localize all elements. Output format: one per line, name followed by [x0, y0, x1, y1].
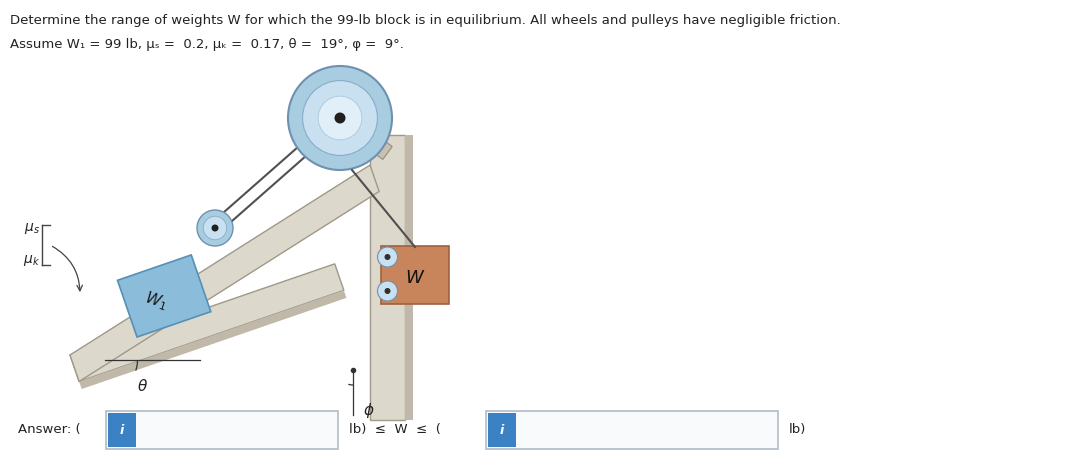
Polygon shape	[405, 135, 413, 420]
Polygon shape	[335, 112, 392, 159]
Text: $\phi$: $\phi$	[363, 401, 374, 419]
Polygon shape	[79, 290, 347, 389]
Text: Answer: (: Answer: (	[18, 424, 81, 437]
Circle shape	[385, 254, 390, 260]
Text: lb)  ≤  W  ≤  (: lb) ≤ W ≤ (	[349, 424, 441, 437]
Text: $\mu_k$: $\mu_k$	[23, 254, 40, 269]
FancyBboxPatch shape	[106, 411, 338, 449]
Polygon shape	[370, 135, 405, 420]
Text: lb): lb)	[789, 424, 806, 437]
Text: $W$: $W$	[404, 269, 425, 287]
Polygon shape	[70, 264, 344, 382]
FancyBboxPatch shape	[486, 411, 778, 449]
Circle shape	[377, 281, 398, 301]
FancyBboxPatch shape	[108, 413, 136, 447]
FancyBboxPatch shape	[488, 413, 516, 447]
Polygon shape	[118, 255, 211, 337]
Circle shape	[212, 225, 218, 232]
Circle shape	[385, 288, 390, 294]
Polygon shape	[70, 165, 379, 382]
Text: i: i	[499, 424, 504, 437]
Circle shape	[288, 66, 392, 170]
Text: $W_1$: $W_1$	[143, 289, 170, 313]
Text: $\mu_s$: $\mu_s$	[24, 221, 40, 236]
Text: Assume W₁ = 99 lb, μₛ =  0.2, μₖ =  0.17, θ =  19°, φ =  9°.: Assume W₁ = 99 lb, μₛ = 0.2, μₖ = 0.17, …	[10, 38, 404, 51]
Circle shape	[318, 96, 362, 140]
Circle shape	[377, 247, 398, 267]
Polygon shape	[381, 246, 449, 304]
Circle shape	[203, 216, 227, 240]
Text: $\theta$: $\theta$	[137, 378, 148, 394]
Text: i: i	[120, 424, 124, 437]
Circle shape	[197, 210, 233, 246]
Circle shape	[334, 113, 346, 123]
Circle shape	[303, 81, 377, 156]
Text: Determine the range of weights W for which the 99-lb block is in equilibrium. Al: Determine the range of weights W for whi…	[10, 14, 841, 27]
